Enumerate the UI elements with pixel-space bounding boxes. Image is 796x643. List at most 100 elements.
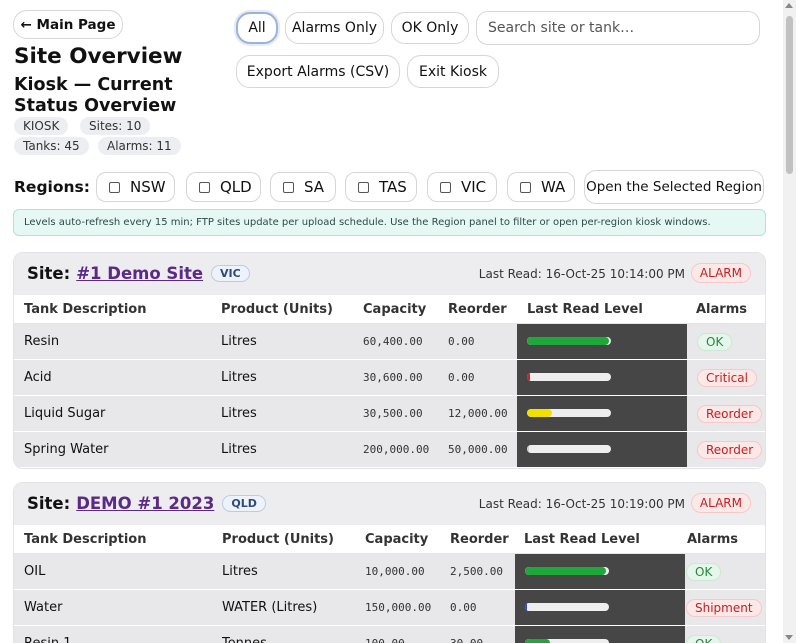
region-badge: VIC	[211, 265, 250, 282]
alarm-status-badge: OK	[686, 635, 722, 643]
site-status-badge: ALARM	[690, 263, 751, 283]
level-bar-fill	[527, 337, 610, 345]
table-row[interactable]: Liquid Sugar Litres 30,500.00 12,000.00 Reor…	[14, 396, 765, 432]
checkbox-icon	[440, 181, 451, 193]
level-bar-fill	[527, 409, 553, 417]
column-header: Alarms	[687, 531, 738, 547]
reorder-value: 50,000.00	[448, 443, 508, 456]
tank-description: Resin	[24, 334, 60, 349]
region-qld-checkbox[interactable]: QLD	[186, 172, 261, 202]
region-label: TAS	[379, 178, 407, 196]
alarm-status-badge: OK	[697, 333, 733, 351]
region-label: QLD	[220, 178, 252, 196]
level-bar	[525, 567, 609, 575]
last-read-timestamp: Last Read: 16-Oct-25 10:14:00 PM	[478, 267, 685, 281]
table-header: Tank Description Product (Units) Capacity R…	[14, 525, 765, 554]
reorder-value: 0.00	[448, 371, 475, 384]
site-status-badge: ALARM	[690, 493, 751, 513]
level-bar-fill	[525, 603, 527, 611]
column-header: Last Read Level	[527, 301, 643, 317]
region-label: NSW	[130, 178, 166, 196]
region-tas-checkbox[interactable]: TAS	[345, 172, 417, 202]
level-bar-fill	[527, 445, 529, 453]
scrollbar[interactable]	[783, 0, 796, 643]
level-cell	[515, 590, 685, 625]
table-row[interactable]: Spring Water Litres 200,000.00 50,000.00 Reo…	[14, 432, 765, 468]
column-header: Alarms	[696, 301, 747, 317]
region-badge: QLD	[222, 495, 266, 512]
level-bar	[527, 445, 611, 453]
search-input[interactable]: Search site or tank…	[476, 11, 760, 45]
level-cell	[517, 324, 687, 359]
page-title: Site Overview	[14, 44, 183, 69]
regions-label: Regions:	[14, 178, 90, 196]
table-row[interactable]: OIL Litres 10,000.00 2,500.00 OK	[14, 554, 765, 590]
main-page-button[interactable]: ← Main Page	[13, 10, 123, 39]
capacity-value: 150,000.00	[365, 601, 432, 614]
site-title: Site: DEMO #1 2023 QLD	[27, 494, 266, 513]
region-vic-checkbox[interactable]: VIC	[427, 172, 497, 202]
open-selected-region-button[interactable]: Open the Selected Region	[584, 170, 764, 204]
site-title: Site: #1 Demo Site VIC	[27, 264, 250, 283]
region-sa-checkbox[interactable]: SA	[270, 172, 336, 202]
capacity-value: 200,000.00	[363, 443, 430, 456]
reorder-value: 2,500.00	[450, 565, 503, 578]
exit-kiosk-button[interactable]: Exit Kiosk	[407, 55, 499, 88]
capacity-value: 30,500.00	[363, 407, 423, 420]
tank-description: Water	[24, 600, 63, 615]
site-card: Site: DEMO #1 2023 QLD Last Read: 16-Oct-25…	[13, 482, 766, 643]
table-row[interactable]: Resin 1 Tonnes 100.00 30.00 OK	[14, 626, 765, 643]
region-wa-checkbox[interactable]: WA	[507, 172, 575, 202]
capacity-value: 100.00	[365, 637, 405, 643]
kiosk-chip: KIOSK	[14, 117, 69, 135]
checkbox-icon	[109, 181, 120, 193]
alarm-status-badge: Reorder	[697, 405, 763, 423]
table-row[interactable]: Resin Litres 60,400.00 0.00 OK	[14, 324, 765, 360]
reorder-value: 0.00	[448, 335, 475, 348]
column-header: Product (Units)	[221, 301, 333, 317]
info-banner: Levels auto-refresh every 15 min; FTP si…	[13, 209, 766, 236]
tanks-count-chip: Tanks: 45	[14, 137, 89, 155]
column-header: Product (Units)	[222, 531, 334, 547]
checkbox-icon	[283, 181, 294, 193]
region-label: VIC	[461, 178, 487, 196]
product-units: Tonnes	[222, 636, 267, 643]
last-read-timestamp: Last Read: 16-Oct-25 10:19:00 PM	[478, 497, 685, 511]
filter-all-button[interactable]: All	[236, 12, 278, 44]
capacity-value: 10,000.00	[365, 565, 425, 578]
table-row[interactable]: Water WATER (Litres) 150,000.00 0.00 Shipmen…	[14, 590, 765, 626]
site-name-link[interactable]: DEMO #1 2023	[76, 494, 215, 513]
site-name-link[interactable]: #1 Demo Site	[76, 264, 204, 283]
checkbox-icon	[520, 181, 531, 193]
alarm-status-badge: OK	[686, 563, 722, 581]
region-label: SA	[304, 178, 325, 196]
page-subtitle: Kiosk — Current Status Overview	[14, 75, 177, 116]
column-header: Reorder	[448, 301, 507, 317]
level-bar	[527, 373, 611, 381]
reorder-value: 12,000.00	[448, 407, 508, 420]
table-row[interactable]: Acid Litres 30,600.00 0.00 Critical	[14, 360, 765, 396]
tank-description: OIL	[24, 564, 46, 579]
filter-alarms-only-button[interactable]: Alarms Only	[285, 12, 384, 44]
level-bar	[527, 337, 611, 345]
product-units: WATER (Litres)	[222, 600, 318, 615]
product-units: Litres	[222, 564, 258, 579]
site-card: Site: #1 Demo Site VIC Last Read: 16-Oct-25…	[13, 252, 766, 469]
level-bar	[525, 603, 609, 611]
scroll-down-icon[interactable]	[785, 635, 793, 640]
site-label-prefix: Site:	[27, 494, 71, 513]
level-bar-fill	[525, 639, 551, 643]
checkbox-icon	[199, 181, 210, 193]
site-card-header: Site: #1 Demo Site VIC Last Read: 16-Oct-25…	[14, 253, 765, 295]
scroll-up-icon[interactable]	[785, 3, 793, 8]
level-cell	[517, 432, 687, 467]
sites-count-chip: Sites: 10	[80, 117, 151, 135]
alarm-status-badge: Shipment	[686, 599, 762, 617]
product-units: Litres	[221, 442, 257, 457]
product-units: Litres	[221, 406, 257, 421]
level-bar-fill	[525, 567, 607, 575]
region-nsw-checkbox[interactable]: NSW	[96, 172, 175, 202]
scrollbar-thumb[interactable]	[786, 16, 793, 174]
export-alarms-button[interactable]: Export Alarms (CSV)	[236, 55, 400, 88]
filter-ok-only-button[interactable]: OK Only	[391, 12, 469, 44]
